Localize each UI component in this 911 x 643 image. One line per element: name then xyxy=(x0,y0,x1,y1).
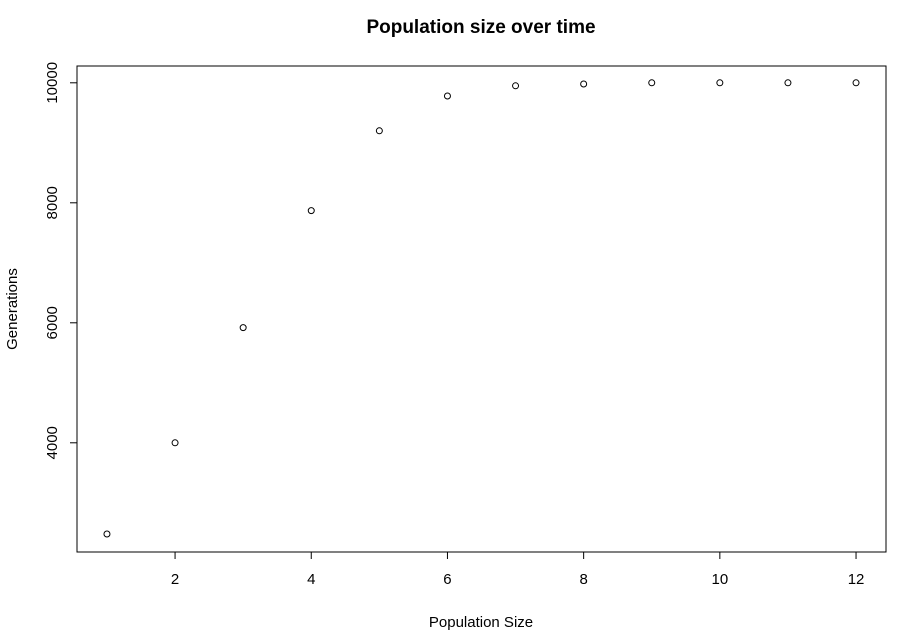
data-point xyxy=(239,324,247,332)
y-tick-label: 10000 xyxy=(44,62,61,104)
y-tick-label: 8000 xyxy=(44,186,61,219)
chart-title: Population size over time xyxy=(366,17,595,38)
data-point xyxy=(580,80,588,88)
data-points xyxy=(103,79,860,538)
data-point xyxy=(512,82,520,90)
data-point xyxy=(716,79,724,87)
data-point xyxy=(784,79,792,87)
x-tick-label: 4 xyxy=(307,571,315,588)
x-tick-label: 12 xyxy=(848,571,865,588)
y-axis: 4000 6000 8000 10000 xyxy=(44,62,78,459)
data-point xyxy=(307,207,315,215)
y-axis-label: Generations xyxy=(4,268,21,350)
data-point xyxy=(171,439,179,447)
data-point xyxy=(103,530,111,538)
data-point xyxy=(375,127,383,135)
x-tick-label: 2 xyxy=(171,571,179,588)
data-point xyxy=(852,79,860,87)
y-tick-label: 4000 xyxy=(44,426,61,459)
x-tick-label: 6 xyxy=(443,571,451,588)
data-point xyxy=(443,92,451,100)
x-axis: 2 4 6 8 10 12 xyxy=(171,551,865,588)
data-point xyxy=(648,79,656,87)
x-tick-label: 8 xyxy=(579,571,587,588)
plot-frame xyxy=(76,65,887,553)
y-tick-label: 6000 xyxy=(44,306,61,339)
x-tick-label: 10 xyxy=(711,571,728,588)
x-axis-label: Population Size xyxy=(429,614,533,631)
